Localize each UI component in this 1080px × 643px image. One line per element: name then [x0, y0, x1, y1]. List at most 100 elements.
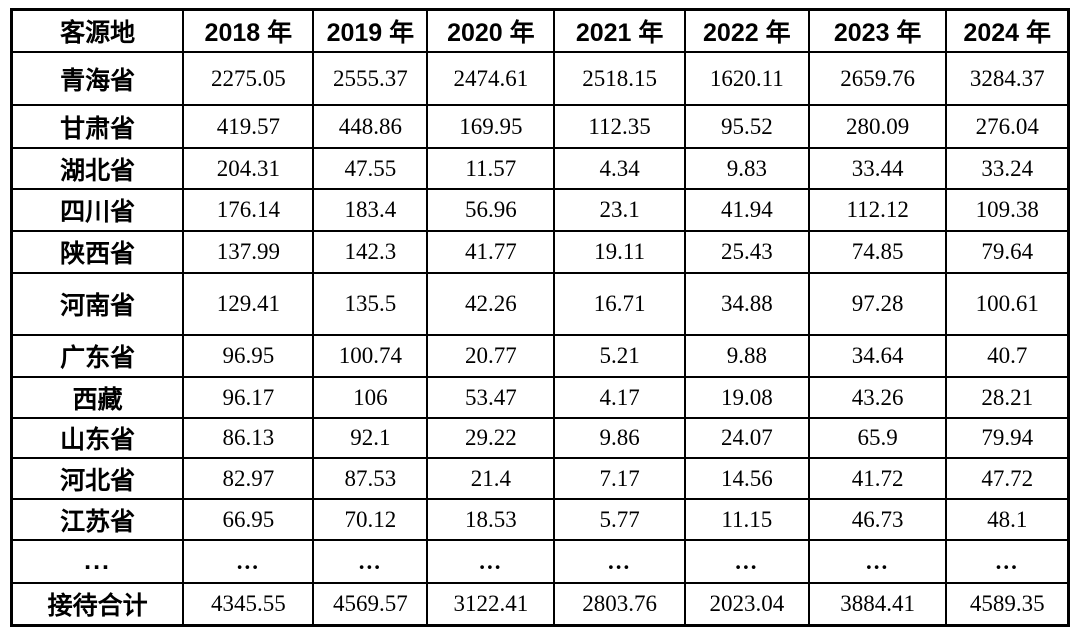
table-cell: 2803.76	[553, 582, 686, 626]
table-cell: 92.1	[312, 417, 429, 459]
table-cell: 19.08	[683, 376, 810, 419]
table-cell: 109.38	[945, 188, 1070, 232]
table-cell: ...	[182, 539, 315, 584]
table-cell: 176.14	[182, 188, 315, 232]
table-cell: 56.96	[426, 188, 556, 232]
table-cell: 19.11	[553, 230, 686, 274]
table-cell: ...	[683, 539, 810, 584]
table-cell: 7.17	[553, 457, 686, 500]
table-cell: 43.26	[807, 376, 948, 419]
table-cell: 137.99	[182, 230, 315, 274]
table-row: 河南省 129.41 135.5 42.26 16.71 34.88 97.28 100.61	[10, 272, 1070, 336]
table-cell: ...	[553, 539, 686, 584]
table-cell: 448.86	[312, 104, 429, 149]
table-cell: 11.15	[683, 498, 810, 541]
table-row: 广东省 96.95 100.74 20.77 5.21 9.88 34.64 40.7	[10, 334, 1070, 378]
table-cell: 112.12	[807, 188, 948, 232]
table-cell: 2023.04	[683, 582, 810, 626]
table-body: 青海省 2275.05 2555.37 2474.61 2518.15 1620.11 26…	[10, 51, 1070, 626]
table-cell: 47.55	[312, 147, 429, 190]
table-row: ........................	[10, 539, 1070, 584]
table-cell: 41.77	[426, 230, 556, 274]
table-cell: 419.57	[182, 104, 315, 149]
row-label: 广东省	[10, 334, 185, 378]
table-cell: 142.3	[312, 230, 429, 274]
table-cell: 33.44	[807, 147, 948, 190]
table-cell: 97.28	[807, 272, 948, 336]
table-cell: 183.4	[312, 188, 429, 232]
table-cell: 4.17	[553, 376, 686, 419]
table-cell: 280.09	[807, 104, 948, 149]
table-cell: 3884.41	[807, 582, 948, 626]
table-cell: 86.13	[182, 417, 315, 459]
table-row: 青海省 2275.05 2555.37 2474.61 2518.15 1620.11 26…	[10, 51, 1070, 106]
table-row: 四川省 176.14 183.4 56.96 23.1 41.94 112.12 109.38	[10, 188, 1070, 232]
row-label: ...	[10, 539, 185, 584]
column-header-year: 2022 年	[683, 8, 810, 53]
table-cell: 20.77	[426, 334, 556, 378]
table-cell: 3122.41	[426, 582, 556, 626]
row-label: 河北省	[10, 457, 185, 500]
table-cell: 4345.55	[182, 582, 315, 626]
table-cell: 70.12	[312, 498, 429, 541]
table-cell: 53.47	[426, 376, 556, 419]
table-row: 河北省 82.97 87.53 21.4 7.17 14.56 41.72 47.72	[10, 457, 1070, 500]
table-cell: 28.21	[945, 376, 1070, 419]
table-cell: 82.97	[182, 457, 315, 500]
row-label: 陕西省	[10, 230, 185, 274]
table-cell: 21.4	[426, 457, 556, 500]
column-header-year: 2018 年	[182, 8, 315, 53]
table-cell: 40.7	[945, 334, 1070, 378]
table-cell: 2275.05	[182, 51, 315, 106]
table-cell: 34.64	[807, 334, 948, 378]
row-label: 河南省	[10, 272, 185, 336]
row-label: 西藏	[10, 376, 185, 419]
column-header-year: 2020 年	[426, 8, 556, 53]
table-row: 接待合计 4345.55 4569.57 3122.41 2803.76 2023.04 3…	[10, 582, 1070, 626]
column-header-year: 2024 年	[945, 8, 1070, 53]
table-cell: 129.41	[182, 272, 315, 336]
table-cell: 46.73	[807, 498, 948, 541]
table-row: 山东省 86.13 92.1 29.22 9.86 24.07 65.9 79.94	[10, 417, 1070, 459]
table-cell: 95.52	[683, 104, 810, 149]
table-cell: 2518.15	[553, 51, 686, 106]
table-cell: 9.88	[683, 334, 810, 378]
row-label: 湖北省	[10, 147, 185, 190]
table-cell: 34.88	[683, 272, 810, 336]
column-header-source: 客源地	[10, 8, 185, 53]
table-cell: ...	[426, 539, 556, 584]
table-row: 湖北省 204.31 47.55 11.57 4.34 9.83 33.44 33.24	[10, 147, 1070, 190]
table-cell: 9.83	[683, 147, 810, 190]
table-cell: 74.85	[807, 230, 948, 274]
column-header-year: 2019 年	[312, 8, 429, 53]
table-cell: 9.86	[553, 417, 686, 459]
table-cell: ...	[807, 539, 948, 584]
table-cell: 66.95	[182, 498, 315, 541]
table-cell: 16.71	[553, 272, 686, 336]
table-row: 甘肃省 419.57 448.86 169.95 112.35 95.52 280.09 27…	[10, 104, 1070, 149]
table-cell: ...	[312, 539, 429, 584]
column-header-year: 2023 年	[807, 8, 948, 53]
column-header-year: 2021 年	[553, 8, 686, 53]
table-cell: 100.61	[945, 272, 1070, 336]
table-cell: 4589.35	[945, 582, 1070, 626]
table-cell: 41.72	[807, 457, 948, 500]
table-cell: 2555.37	[312, 51, 429, 106]
table-cell: 2474.61	[426, 51, 556, 106]
table-cell: 42.26	[426, 272, 556, 336]
row-label: 山东省	[10, 417, 185, 459]
table-row: 西藏 96.17 106 53.47 4.17 19.08 43.26 28.21	[10, 376, 1070, 419]
table-cell: 14.56	[683, 457, 810, 500]
table-cell: 4.34	[553, 147, 686, 190]
table-cell: 204.31	[182, 147, 315, 190]
table-cell: 2659.76	[807, 51, 948, 106]
table-cell: 1620.11	[683, 51, 810, 106]
table-cell: 79.94	[945, 417, 1070, 459]
table-cell: 23.1	[553, 188, 686, 232]
table-cell: 65.9	[807, 417, 948, 459]
table-cell: 18.53	[426, 498, 556, 541]
